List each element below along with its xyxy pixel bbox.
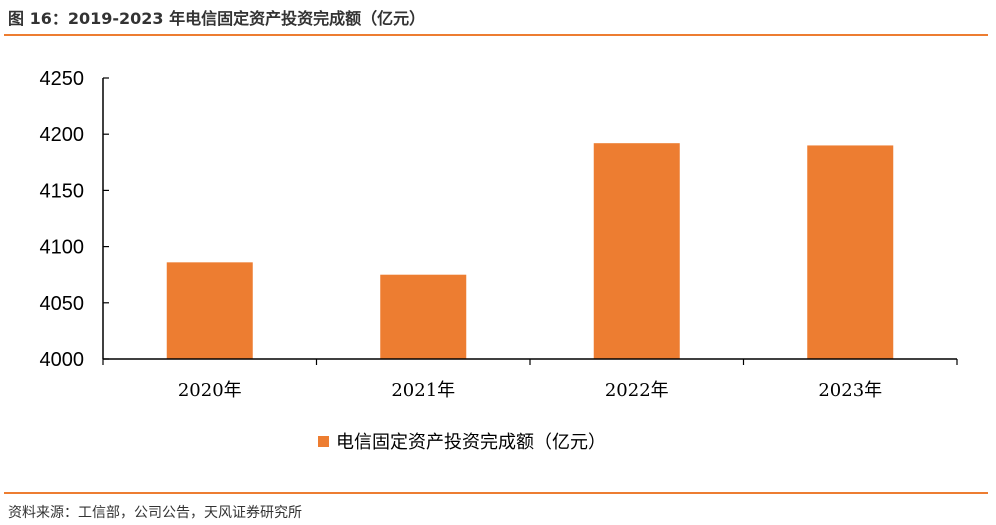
figure-title: 图 16：2019-2023 年电信固定资产投资完成额（亿元） <box>8 9 426 28</box>
y-tick-label: 4100 <box>40 237 85 259</box>
bar-3 <box>807 145 894 359</box>
x-tick-label: 2022年 <box>605 380 669 401</box>
y-tick-label: 4000 <box>40 349 85 371</box>
bars-group <box>166 143 894 359</box>
y-tick-label: 4150 <box>40 180 85 202</box>
y-axis-ticks: 4000 4050 4100 4150 4200 4250 <box>40 68 109 371</box>
x-tick-label: 2020年 <box>178 380 242 401</box>
top-divider <box>4 34 988 36</box>
legend: 电信固定资产投资完成额（亿元） <box>318 432 606 453</box>
x-tick-label: 2023年 <box>818 380 882 401</box>
bottom-divider <box>4 492 988 494</box>
bar-2 <box>593 143 680 359</box>
y-tick-label: 4050 <box>40 293 85 315</box>
legend-swatch <box>318 436 329 447</box>
x-tick-label: 2021年 <box>391 380 455 401</box>
y-tick-label: 4250 <box>40 68 85 90</box>
source-note: 资料来源：工信部，公司公告，天风证券研究所 <box>8 505 302 521</box>
y-tick-label: 4200 <box>40 124 85 146</box>
legend-label: 电信固定资产投资完成额（亿元） <box>336 432 606 453</box>
bar-1 <box>380 274 467 359</box>
bar-0 <box>166 262 253 359</box>
x-axis-ticks: 2020年 2021年 2022年 2023年 <box>102 359 958 401</box>
